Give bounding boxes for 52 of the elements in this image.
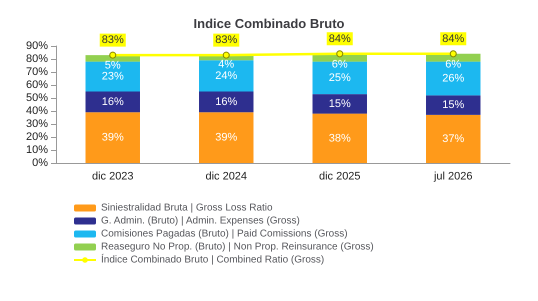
bar — [86, 62, 140, 92]
data-label: 6% — [332, 58, 348, 71]
data-label: 84% — [442, 32, 464, 45]
data-label: 16% — [102, 96, 124, 108]
data-label: 4% — [218, 58, 234, 71]
data-label: 25% — [328, 72, 351, 84]
data-label: 23% — [102, 70, 124, 83]
bar — [199, 92, 254, 112]
bar — [312, 62, 367, 94]
y-tick-label: 40% — [26, 105, 48, 117]
data-label: 37% — [442, 132, 464, 145]
y-tick-label: 80% — [26, 53, 48, 65]
bar — [86, 92, 140, 112]
data-label: 24% — [215, 70, 238, 82]
y-tick-label: 10% — [26, 144, 48, 156]
data-label: 16% — [215, 96, 238, 108]
data-label: 26% — [442, 72, 464, 84]
data-label: 15% — [442, 99, 464, 112]
chart-title: Indice Combinado Bruto — [194, 16, 345, 31]
y-tick-label: 90% — [26, 40, 48, 52]
bar — [86, 112, 140, 163]
legend-label: Reaseguro No Prop. (Bruto) | Non Prop. Reinsurance (Gross) — [101, 242, 374, 252]
legend-label: Siniestralidad Bruta | Gross Loss Ratio — [101, 202, 273, 214]
x-tick-label: dic 2023 — [92, 170, 134, 182]
x-tick-label: dic 2024 — [205, 170, 248, 182]
data-label: 38% — [328, 132, 351, 144]
bar — [199, 112, 254, 163]
data-label: 5% — [104, 59, 121, 72]
y-tick-label: 50% — [26, 92, 48, 104]
data-label: 84% — [328, 32, 351, 45]
y-tick-label: 70% — [26, 66, 48, 78]
data-label: 83% — [102, 34, 124, 46]
bar — [312, 94, 367, 114]
data-label: 15% — [328, 98, 351, 110]
bar — [426, 62, 480, 96]
legend-label: Índice Combinado Bruto | Combined Ratio (Gross) — [101, 254, 324, 266]
y-tick-label: 60% — [26, 79, 48, 91]
data-label: 6% — [445, 58, 462, 71]
data-label: 39% — [215, 132, 238, 144]
data-label: 83% — [215, 34, 238, 46]
legend-label: Comisiones Pagadas (Bruto) | Paid Comissions (Gross) — [101, 228, 348, 240]
y-tick-label: 0% — [32, 157, 48, 169]
legend-label: G. Admin. (Bruto) | Admin. Expenses (Gross) — [101, 216, 300, 226]
bar — [426, 114, 480, 163]
y-tick-label: 20% — [26, 131, 48, 143]
bar — [199, 60, 254, 92]
data-label: 39% — [102, 132, 124, 144]
bar — [312, 114, 367, 163]
y-tick-label: 30% — [26, 118, 48, 130]
x-tick-label: dic 2025 — [318, 170, 361, 182]
x-tick-label: jul 2026 — [432, 170, 473, 182]
bar — [426, 95, 480, 115]
